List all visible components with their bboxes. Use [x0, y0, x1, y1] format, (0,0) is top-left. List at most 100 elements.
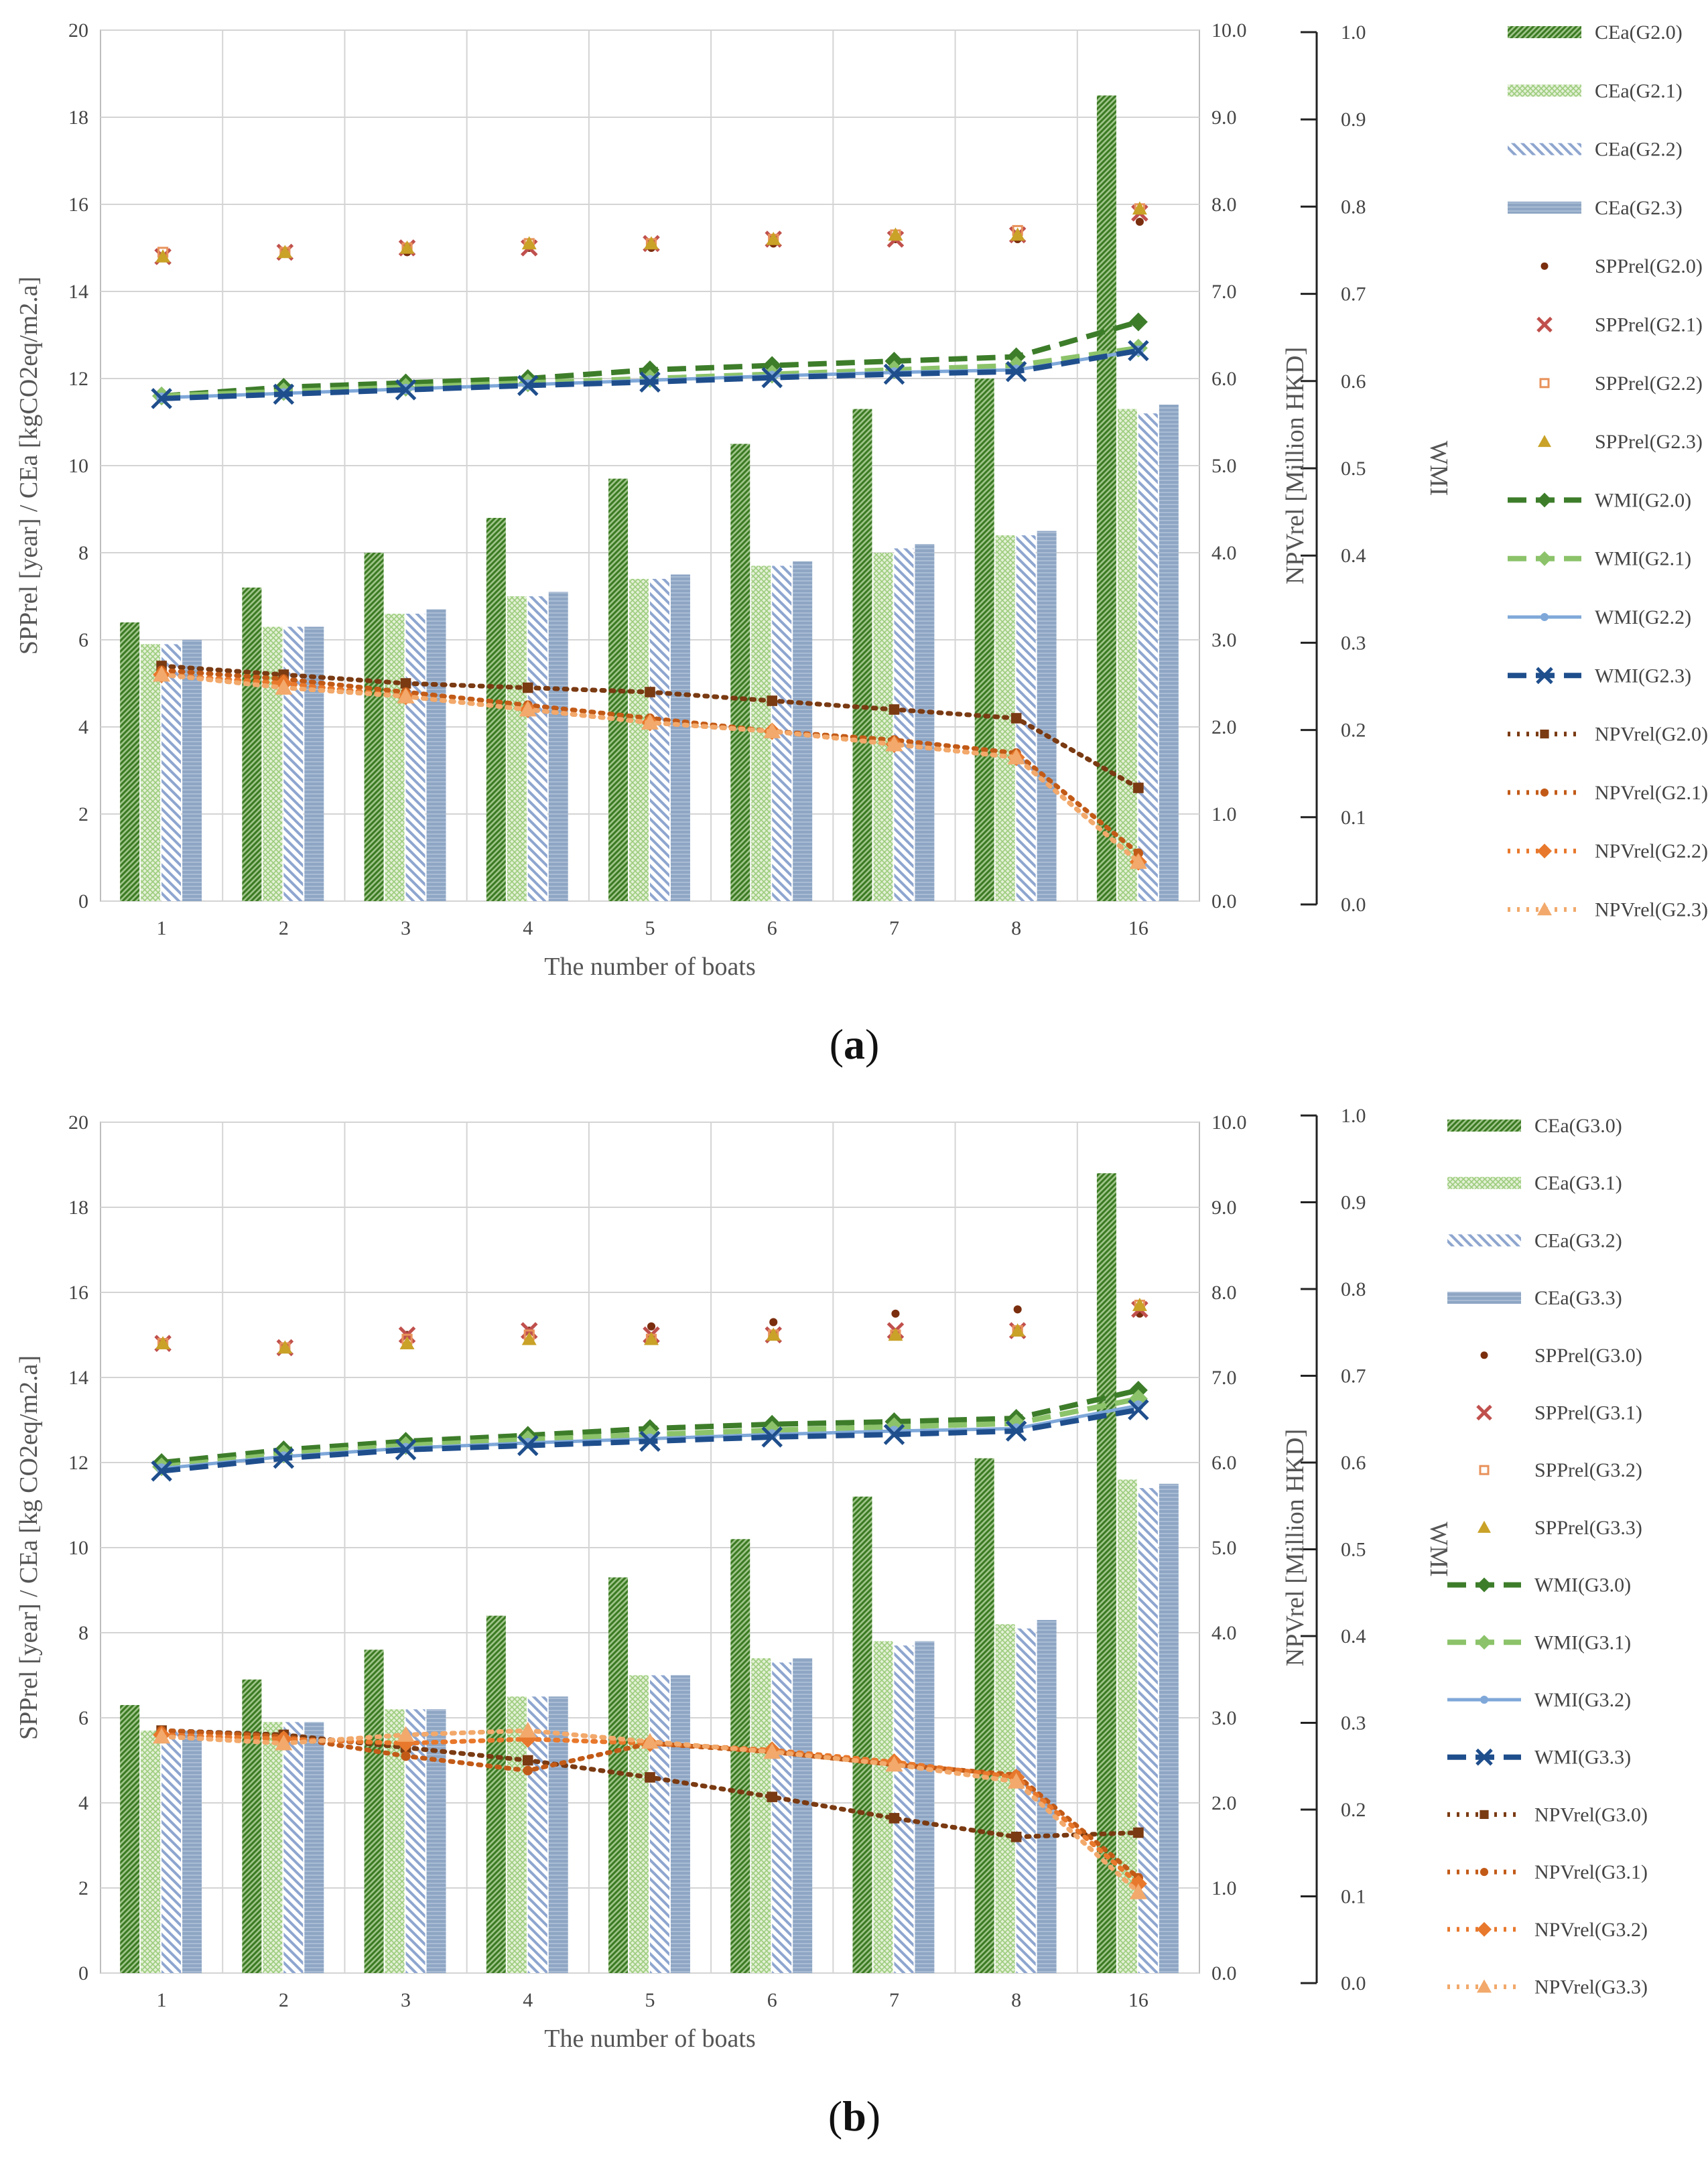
point-NPVrel(G2.0) [1010, 713, 1022, 724]
bar-CEa(G2.1) [1117, 409, 1137, 901]
point-NPVrel(G3.0) [1133, 1827, 1144, 1838]
wmi-tick-label: 0.6 [1341, 370, 1366, 393]
wmi-tick-label: 0.5 [1341, 458, 1366, 480]
point-WMI(G2.3) [639, 371, 661, 393]
bar-CEa(G3.0) [1096, 1173, 1116, 1973]
y-right-axis-title: NPVrel [Million HKD] [1281, 1429, 1309, 1666]
x-tick-label: 8 [1011, 1989, 1021, 2011]
bar-CEa(G2.3) [1159, 405, 1179, 901]
legend-swatch-marker-NPVrel(G2.0) [1540, 730, 1549, 739]
legend-swatch-marker-NPVrel(G3.3) [1477, 1979, 1492, 1993]
point-SPPrel(G3.3) [1010, 1323, 1025, 1337]
y-right-tick-label: 10.0 [1211, 19, 1247, 42]
y-left-tick-label: 16 [68, 194, 88, 216]
legend-label: NPVrel(G2.3) [1595, 899, 1708, 921]
panel-label: (b) [828, 2092, 880, 2140]
point-SPPrel(G2.3) [155, 249, 171, 263]
bar-CEa(G3.3) [182, 1731, 202, 1973]
legend-swatch-marker-WMI(G2.3) [1536, 667, 1553, 685]
point-WMI(G3.3) [395, 1439, 417, 1461]
legend-label: CEa(G3.0) [1534, 1115, 1622, 1137]
legend-swatch-marker-WMI(G3.2) [1480, 1695, 1489, 1704]
legend-label: CEa(G2.1) [1595, 80, 1683, 102]
y-right-tick-label: 7.0 [1211, 281, 1237, 303]
bar-CEa(G2.0) [730, 444, 750, 901]
legend-label: NPVrel(G2.2) [1595, 840, 1708, 862]
point-NPVrel(G2.0) [767, 695, 778, 706]
bar-CEa(G2.1) [629, 579, 649, 901]
y-left-tick-label: 0 [78, 890, 88, 912]
point-NPVrel(G3.0) [767, 1791, 778, 1802]
point-SPPrel(G2.3) [399, 241, 415, 254]
point-SPPrel(G3.0) [1013, 1305, 1022, 1314]
wmi-tick-label: 0.9 [1341, 1192, 1366, 1214]
x-axis-title: The number of boats [544, 953, 756, 981]
legend-swatch-marker-NPVrel(G3.2) [1477, 1921, 1492, 1937]
legend-swatch-SPPrel(G2.3) [1538, 435, 1551, 448]
point-NPVrel(G3.0) [889, 1813, 900, 1824]
wmi-tick-label: 0.8 [1341, 1278, 1366, 1300]
legend-swatch-SPPrel(G2.2) [1539, 378, 1550, 389]
x-tick-label: 2 [279, 917, 289, 939]
point-WMI(G2.0) [1128, 312, 1148, 332]
legend-label: WMI(G2.2) [1595, 606, 1691, 628]
wmi-tick-label: 0.8 [1341, 196, 1366, 218]
point-NPVrel(G3.3) [519, 1722, 537, 1738]
bar-CEa(G2.0) [120, 622, 140, 901]
legend-swatch-CEa(G3.3) [1447, 1292, 1521, 1304]
point-NPVrel(G2.0) [889, 704, 900, 715]
bar-CEa(G3.1) [751, 1658, 771, 1973]
y-left-tick-label: 4 [78, 1792, 88, 1814]
bar-CEa(G3.3) [670, 1675, 690, 1973]
y-left-tick-label: 0 [78, 1962, 88, 1984]
wmi-tick-label: 0.1 [1341, 1886, 1366, 1908]
y-right-tick-label: 4.0 [1211, 542, 1237, 564]
point-NPVrel(G2.3) [519, 701, 537, 717]
point-SPPrel(G2.3) [277, 245, 293, 259]
y-right-axis-title: NPVrel [Million HKD] [1281, 347, 1309, 584]
legend-swatch-SPPrel(G3.0) [1480, 1351, 1488, 1359]
wmi-tick-label: 0.4 [1341, 545, 1366, 567]
point-WMI(G3.3) [761, 1426, 783, 1448]
wmi-tick-label: 0.7 [1341, 1365, 1366, 1388]
x-tick-label: 3 [401, 917, 411, 939]
legend-swatch-marker-NPVrel(G2.1) [1540, 788, 1549, 797]
wmi-tick-label: 0.4 [1341, 1625, 1366, 1647]
bar-CEa(G3.0) [242, 1679, 262, 1973]
bar-CEa(G2.2) [161, 644, 182, 901]
legend-label: WMI(G2.1) [1595, 548, 1691, 570]
wmi-tick-label: 0.2 [1341, 1799, 1366, 1821]
legend-swatch-CEa(G2.3) [1508, 201, 1581, 214]
legend-label: CEa(G3.2) [1534, 1229, 1622, 1252]
bar-CEa(G2.0) [486, 518, 506, 901]
bar-CEa(G3.2) [283, 1722, 304, 1973]
y-left-tick-label: 2 [78, 1877, 88, 1899]
legend-label: SPPrel(G3.2) [1534, 1459, 1642, 1481]
legend-label: SPPrel(G2.2) [1595, 373, 1703, 395]
legend-swatch-marker-NPVrel(G3.0) [1480, 1810, 1489, 1819]
point-SPPrel(G3.3) [888, 1327, 903, 1341]
point-SPPrel(G3.3) [521, 1331, 537, 1345]
legend-label: SPPrel(G2.3) [1595, 431, 1703, 453]
point-SPPrel(G3.3) [155, 1336, 171, 1349]
y-left-tick-label: 14 [68, 281, 88, 303]
y-right-tick-label: 3.0 [1211, 1707, 1237, 1729]
bar-CEa(G2.2) [527, 596, 547, 901]
point-SPPrel(G2.3) [1132, 201, 1147, 215]
bar-CEa(G3.0) [486, 1615, 506, 1973]
point-NPVrel(G3.0) [645, 1772, 655, 1783]
bar-CEa(G3.2) [772, 1662, 792, 1973]
point-NPVrel(G3.1) [523, 1765, 533, 1775]
x-tick-label: 5 [645, 917, 655, 939]
bar-CEa(G2.3) [426, 609, 446, 901]
bar-CEa(G2.1) [263, 626, 283, 901]
bar-CEa(G3.3) [1159, 1483, 1179, 1973]
point-NPVrel(G2.0) [400, 678, 411, 689]
legend-swatch-CEa(G2.2) [1508, 143, 1581, 155]
bar-CEa(G3.2) [1138, 1488, 1158, 1973]
panel-b: 024681012141618200.01.02.03.04.05.06.07.… [15, 1105, 1648, 2140]
legend-swatch-marker-WMI(G2.1) [1537, 551, 1552, 566]
wmi-axis-title: WMI [1425, 1521, 1453, 1576]
panel-a: 024681012141618200.01.02.03.04.05.06.07.… [15, 19, 1708, 1068]
